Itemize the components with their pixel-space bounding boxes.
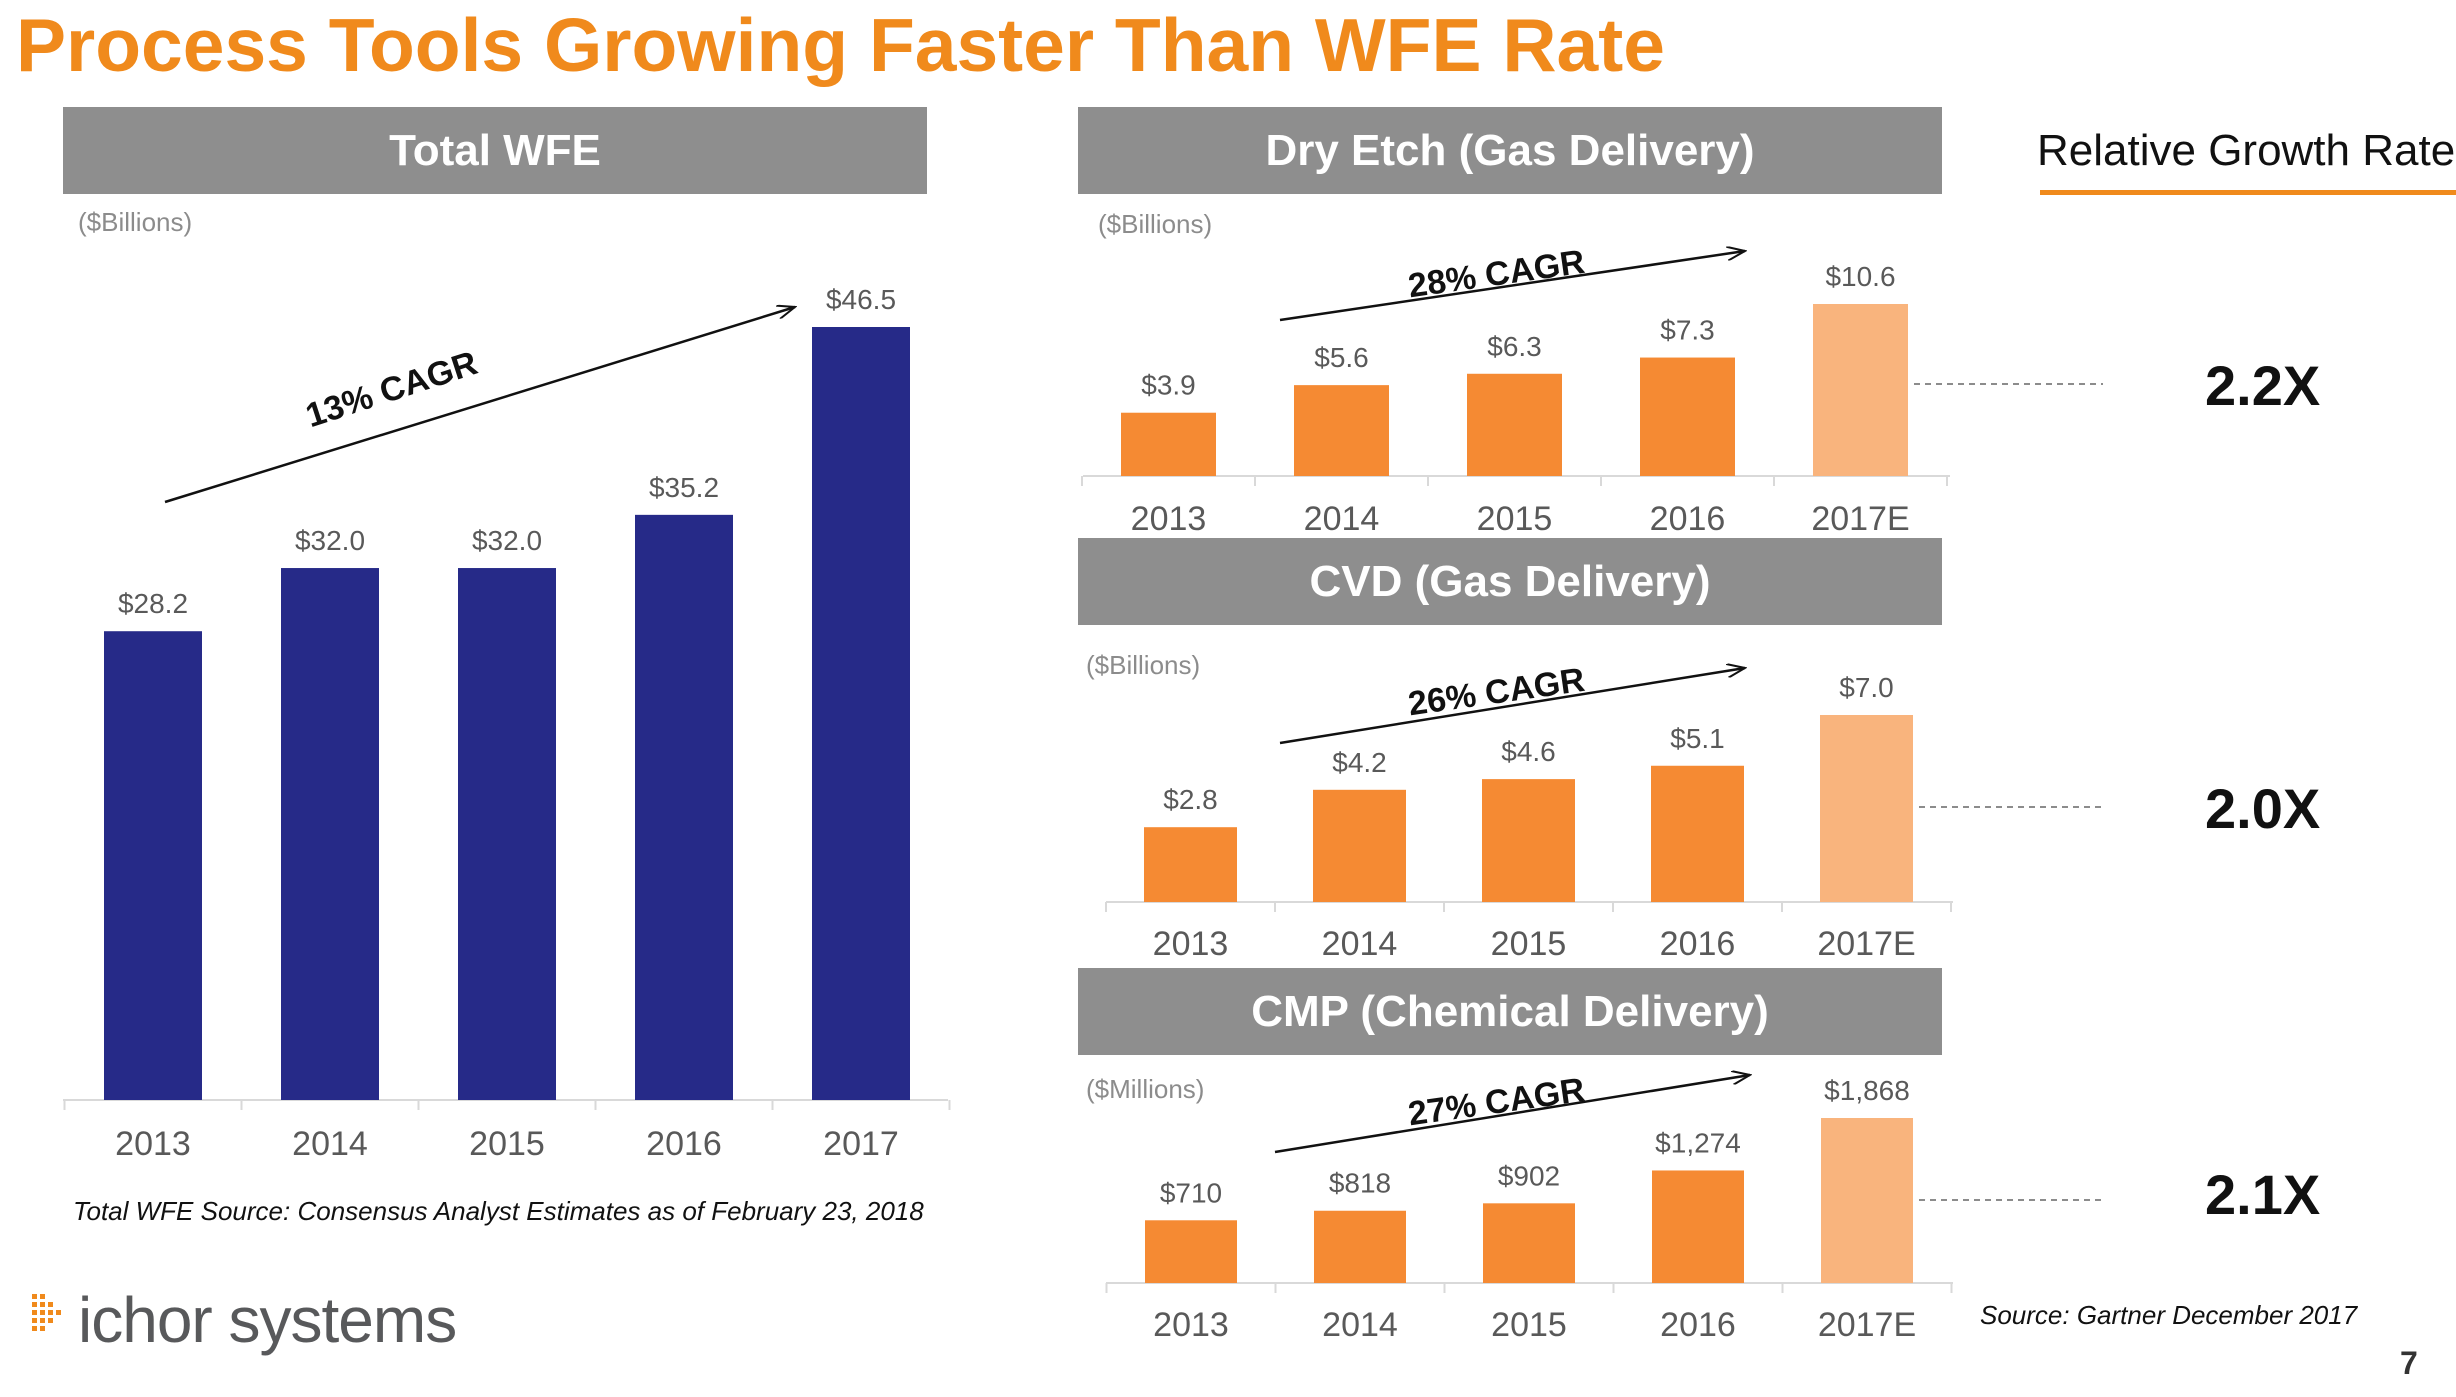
- dry-etch-cagr-label: 28% CAGR: [1406, 243, 1587, 305]
- cvd-value-label: $7.0: [1839, 672, 1894, 703]
- dry-etch-cagr-arrow: [1279, 251, 1745, 322]
- total-wfe-category-label: 2016: [646, 1125, 722, 1163]
- dry-etch-category-label: 2015: [1477, 500, 1553, 538]
- cmp-title: CMP (Chemical Delivery): [1251, 986, 1769, 1036]
- cmp-bar-2014: [1314, 1210, 1406, 1283]
- page-title: Process Tools Growing Faster Than WFE Ra…: [16, 3, 1665, 87]
- total-wfe-value-label: $32.0: [295, 525, 365, 556]
- cvd-value-label: $5.1: [1670, 723, 1725, 754]
- cmp-bar-2017E: [1821, 1118, 1913, 1283]
- cvd-bar-2014: [1313, 789, 1406, 902]
- cvd-category-label: 2014: [1322, 925, 1398, 963]
- cmp-category-label: 2016: [1660, 1306, 1736, 1344]
- total-wfe-title: Total WFE: [389, 125, 601, 175]
- total-wfe-category-label: 2014: [292, 1125, 368, 1163]
- ichor-logo-icon: [32, 1294, 61, 1331]
- total-wfe-cagr-arrow: [164, 307, 795, 504]
- cvd-value-label: $2.8: [1163, 784, 1218, 815]
- dry-etch-bar-2013: [1121, 412, 1216, 476]
- total-wfe-category-label: 2015: [469, 1125, 545, 1163]
- total-wfe-value-label: $35.2: [649, 472, 719, 503]
- page-number: 7: [2400, 1345, 2418, 1381]
- cvd-category-label: 2015: [1491, 925, 1567, 963]
- wfe-source-note: Total WFE Source: Consensus Analyst Esti…: [73, 1196, 924, 1226]
- total-wfe-value-label: $46.5: [826, 284, 896, 315]
- dry-etch-category-label: 2014: [1304, 500, 1380, 538]
- dry-etch-bar-2016: [1640, 357, 1735, 476]
- dry-etch-header: Dry Etch (Gas Delivery): [1078, 107, 1942, 194]
- total-wfe-bar-2014: [281, 568, 379, 1100]
- dry-etch-value-label: $3.9: [1141, 370, 1196, 401]
- dry-etch-value-label: $7.3: [1660, 315, 1715, 346]
- cvd-bar-2013: [1144, 827, 1237, 902]
- total-wfe-bar-2013: [104, 631, 202, 1100]
- cmp-value-label: $710: [1160, 1177, 1222, 1208]
- dry-etch-category-label: 2016: [1650, 500, 1726, 538]
- total-wfe-category-label: 2017: [823, 1125, 899, 1163]
- cmp-value-label: $1,274: [1655, 1127, 1741, 1158]
- cmp-bar-2013: [1145, 1220, 1237, 1283]
- cmp-value-label: $902: [1498, 1160, 1560, 1191]
- cvd-unit-label: ($Billions): [1086, 650, 1201, 680]
- cvd-bar-2015: [1482, 779, 1575, 902]
- dry-etch-value-label: $10.6: [1825, 261, 1895, 292]
- cvd-category-label: 2013: [1153, 925, 1229, 963]
- relative-growth-heading: Relative Growth Rate: [2037, 126, 2456, 175]
- ichor-logo: ichor systems: [30, 1284, 457, 1356]
- total-wfe-value-label: $28.2: [118, 588, 188, 619]
- total-wfe-unit-label: ($Billions): [78, 207, 193, 237]
- cmp-bar-2015: [1483, 1203, 1575, 1283]
- cvd-value-label: $4.6: [1501, 736, 1556, 767]
- total-wfe-header: Total WFE: [63, 107, 927, 194]
- cmp-unit-label: ($Millions): [1086, 1074, 1205, 1104]
- cmp-category-label: 2013: [1153, 1306, 1229, 1344]
- total-wfe-value-label: $32.0: [472, 525, 542, 556]
- cmp-category-label: 2015: [1491, 1306, 1567, 1344]
- gartner-source-note: Source: Gartner December 2017: [1980, 1300, 2358, 1330]
- cvd-category-label: 2016: [1660, 925, 1736, 963]
- cvd-bar-2017E: [1820, 715, 1913, 902]
- total-wfe-category-label: 2013: [115, 1125, 191, 1163]
- dry-etch-category-label: 2013: [1131, 500, 1207, 538]
- cmp-bar-2016: [1652, 1170, 1744, 1283]
- dry-etch-bar-2014: [1294, 385, 1389, 476]
- cvd-cagr-arrow: [1279, 668, 1745, 745]
- cmp-value-label: $818: [1329, 1168, 1391, 1199]
- cvd-title: CVD (Gas Delivery): [1309, 556, 1711, 606]
- cmp-value-label: $1,868: [1824, 1075, 1910, 1106]
- cvd-growth-factor: 2.0X: [2205, 777, 2321, 840]
- cmp-cagr-label: 27% CAGR: [1406, 1071, 1587, 1133]
- cmp-growth-factor: 2.1X: [2205, 1163, 2321, 1226]
- cmp-category-label: 2014: [1322, 1306, 1398, 1344]
- dry-etch-unit-label: ($Billions): [1098, 209, 1213, 239]
- total-wfe-bar-2016: [635, 514, 733, 1100]
- dry-etch-value-label: $6.3: [1487, 331, 1542, 362]
- dry-etch-value-label: $5.6: [1314, 342, 1369, 373]
- cmp-category-label: 2017E: [1818, 1306, 1916, 1344]
- dry-etch-bar-2017E: [1813, 304, 1908, 476]
- ichor-logo-text: ichor systems: [78, 1284, 457, 1356]
- dry-etch-category-label: 2017E: [1811, 500, 1909, 538]
- cvd-cagr-label: 26% CAGR: [1406, 661, 1587, 723]
- total-wfe-cagr-label: 13% CAGR: [301, 344, 482, 435]
- cvd-header: CVD (Gas Delivery): [1078, 538, 1942, 625]
- cmp-cagr-arrow: [1274, 1075, 1750, 1154]
- cvd-category-label: 2017E: [1817, 925, 1915, 963]
- dry-etch-bar-2015: [1467, 373, 1562, 476]
- relative-growth-underline: [2040, 190, 2456, 195]
- dry-etch-title: Dry Etch (Gas Delivery): [1265, 125, 1755, 175]
- cvd-value-label: $4.2: [1332, 747, 1387, 778]
- cvd-bar-2016: [1651, 765, 1744, 902]
- total-wfe-bar-2015: [458, 568, 556, 1100]
- total-wfe-bar-2017: [812, 327, 910, 1100]
- cmp-header: CMP (Chemical Delivery): [1078, 968, 1942, 1055]
- dry-etch-growth-factor: 2.2X: [2205, 354, 2321, 417]
